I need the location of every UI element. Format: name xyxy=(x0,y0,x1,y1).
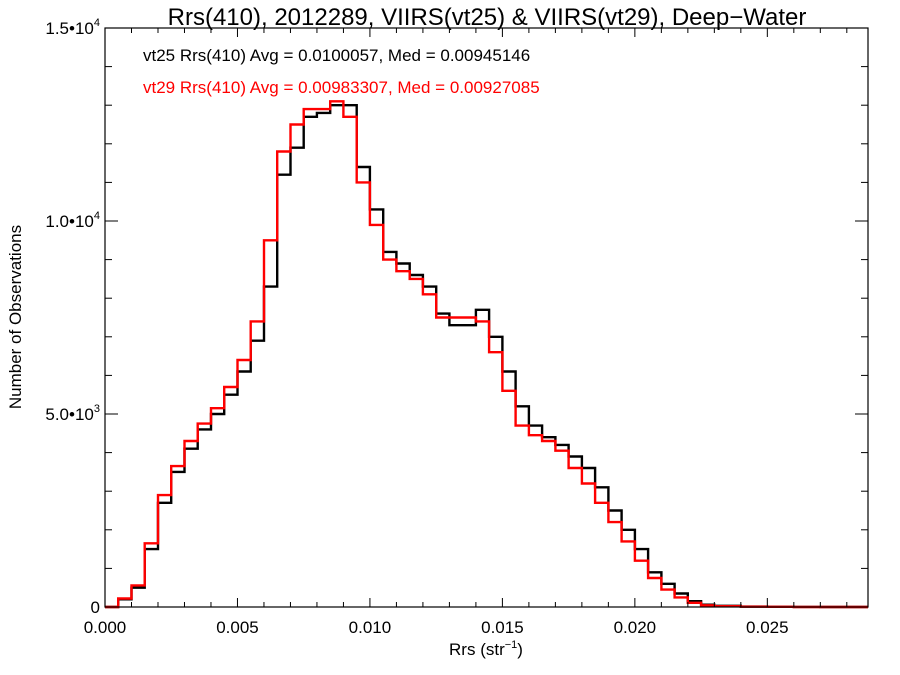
x-tick-label: 0.010 xyxy=(349,618,392,637)
plot-series xyxy=(105,100,868,609)
x-tick-label: 0.025 xyxy=(746,618,789,637)
x-axis-label: Rrs (str−1) xyxy=(449,639,523,659)
x-tick-label: 0.005 xyxy=(216,618,259,637)
y-tick-label: 1.0•104 xyxy=(45,210,100,231)
x-axis-label-main: Rrs (str xyxy=(449,640,505,659)
annotation-vt29: vt29 Rrs(410) Avg = 0.00983307, Med = 0.… xyxy=(143,78,540,97)
y-tick-label: 0 xyxy=(91,598,100,617)
x-tick-label: 0.015 xyxy=(481,618,524,637)
histogram-series-1 xyxy=(105,104,868,609)
y-tick-label: 5.0•103 xyxy=(45,403,100,424)
x-axis-label-end: ) xyxy=(517,640,523,659)
plot-frame xyxy=(104,27,869,608)
x-axis-label-sup: −1 xyxy=(505,639,518,651)
y-axis-label: Number of Observations xyxy=(6,225,25,409)
y-axis-ticks: 0 5.0•103 1.0•104 1.5•104 xyxy=(45,17,868,617)
chart-title: Rrs(410), 2012289, VIIRS(vt25) & VIIRS(v… xyxy=(168,4,807,31)
x-axis-ticks: 0.000 0.005 0.010 0.015 0.020 0.025 xyxy=(84,28,848,637)
x-tick-label: 0.020 xyxy=(614,618,657,637)
annotation-vt25: vt25 Rrs(410) Avg = 0.0100057, Med = 0.0… xyxy=(143,46,530,65)
x-tick-label: 0.000 xyxy=(84,618,127,637)
histogram-series-2 xyxy=(105,100,868,609)
y-tick-label: 1.5•104 xyxy=(45,17,100,38)
